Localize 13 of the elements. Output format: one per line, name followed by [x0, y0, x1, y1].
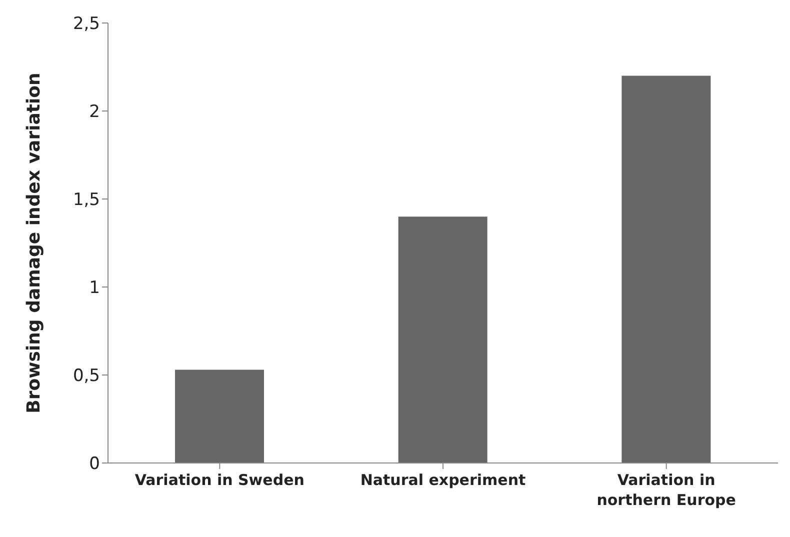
bar	[398, 216, 488, 463]
x-tick-label: Variation in Sweden	[134, 471, 304, 489]
x-tick-label: Variation in northern Europe	[596, 471, 736, 509]
y-tick-label: 0	[89, 454, 100, 474]
y-tick-label: 0,5	[72, 366, 100, 386]
y-tick-label: 1,5	[72, 190, 100, 210]
y-axis-title: Browsing damage index variation	[23, 72, 44, 414]
bar	[622, 76, 711, 463]
x-tick-label: Natural experiment	[360, 471, 526, 489]
y-tick-label: 2,5	[72, 14, 100, 34]
bar	[175, 370, 264, 463]
y-tick-label: 1	[89, 278, 100, 298]
y-tick-label: 2	[89, 102, 100, 122]
